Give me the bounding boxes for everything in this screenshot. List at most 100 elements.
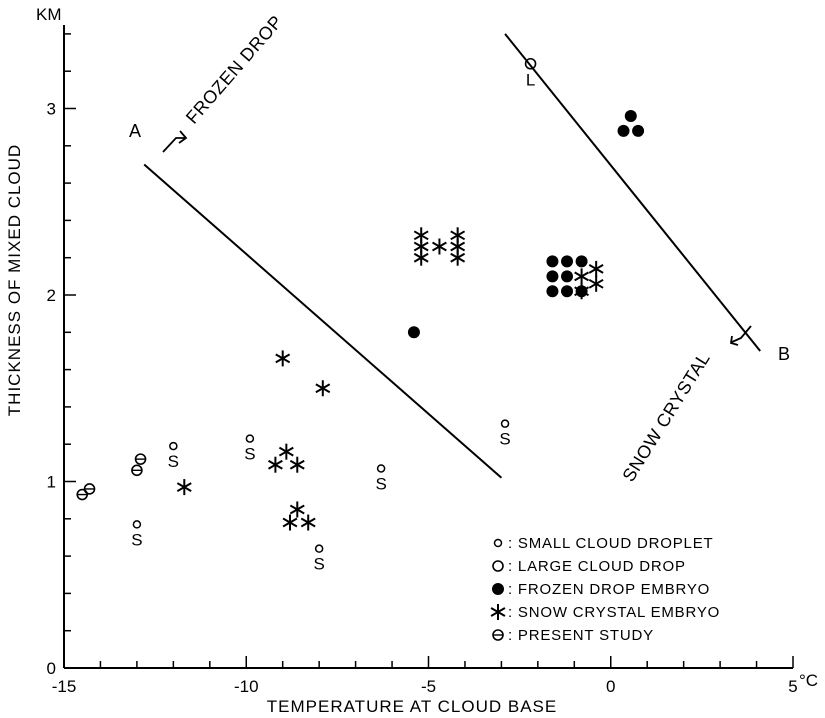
legend-marker-small bbox=[493, 538, 503, 548]
small-point: S bbox=[313, 544, 325, 574]
frozen-point bbox=[624, 109, 637, 122]
small-point: S bbox=[168, 441, 179, 471]
snow-point bbox=[588, 260, 604, 277]
frozen-point bbox=[632, 124, 645, 137]
legend-label-snow: : SNOW CRYSTAL EMBRYO bbox=[508, 604, 720, 621]
x-tick-label: 0 bbox=[606, 677, 615, 696]
series-letter: S bbox=[375, 474, 386, 493]
series-letter: S bbox=[244, 445, 255, 464]
snow-crystal-arrow bbox=[731, 325, 752, 343]
circle-marker bbox=[492, 560, 504, 572]
asterisk-stroke bbox=[450, 241, 466, 252]
asterisk-stroke bbox=[278, 446, 294, 457]
filled-circle-marker bbox=[617, 124, 630, 137]
series-letter: S bbox=[499, 430, 510, 449]
asterisk-stroke bbox=[413, 230, 429, 241]
line-a-label: A bbox=[129, 121, 142, 141]
series-letter: L bbox=[526, 71, 535, 90]
line-b-annotation: SNOW CRYSTAL bbox=[618, 349, 714, 485]
snow-point bbox=[450, 249, 466, 266]
series-letter: S bbox=[313, 555, 324, 574]
snow-crystal-arrow-head bbox=[729, 335, 739, 346]
line-a-annotation: FROZEN DROP bbox=[182, 11, 287, 127]
present-point bbox=[134, 453, 147, 465]
filled-circle-marker bbox=[624, 109, 637, 122]
asterisk-stroke bbox=[282, 517, 298, 528]
x-tick-label: -10 bbox=[234, 677, 259, 696]
large-point: L bbox=[524, 57, 537, 90]
small-point: S bbox=[131, 520, 143, 549]
line-b-label: B bbox=[778, 344, 791, 364]
small-circle-marker bbox=[314, 544, 324, 553]
filled-circle-marker bbox=[546, 270, 559, 283]
snow-point bbox=[176, 479, 192, 496]
frozen-point bbox=[407, 326, 420, 339]
legend-marker-present bbox=[492, 629, 504, 641]
snow-point bbox=[315, 380, 331, 397]
asterisk-stroke bbox=[315, 383, 331, 394]
data-points: S S S S S S L bbox=[76, 57, 645, 574]
asterisk-stroke bbox=[432, 241, 447, 252]
present-point bbox=[131, 464, 143, 477]
x-tick-label: -15 bbox=[52, 677, 77, 696]
legend-marker-frozen bbox=[492, 583, 504, 595]
asterisk-stroke bbox=[413, 241, 429, 252]
asterisk-stroke bbox=[490, 607, 506, 617]
snow-point bbox=[588, 275, 604, 292]
filled-circle-marker bbox=[561, 285, 574, 298]
y-axis-title: THICKNESS OF MIXED CLOUD bbox=[5, 144, 24, 416]
small-circle-marker bbox=[493, 538, 503, 548]
small-circle-marker bbox=[245, 434, 255, 443]
axis-ticks: -15 -10 -5 0 5 0 1 2 3 bbox=[47, 33, 798, 696]
small-point: S bbox=[499, 419, 511, 449]
small-point: S bbox=[244, 434, 256, 464]
asterisk-stroke bbox=[300, 517, 316, 528]
y-tick-label: 1 bbox=[47, 473, 56, 492]
frozen-point bbox=[561, 255, 574, 268]
small-point: S bbox=[375, 464, 387, 493]
legend-label-small: : SMALL CLOUD DROPLET bbox=[508, 535, 713, 552]
asterisk-stroke bbox=[267, 459, 283, 470]
x-tick-label: -5 bbox=[421, 677, 436, 696]
filled-circle-marker bbox=[546, 255, 559, 268]
filled-circle-marker bbox=[561, 270, 574, 283]
filled-circle-marker bbox=[492, 583, 504, 595]
legend-label-frozen: : FROZEN DROP EMBRYO bbox=[508, 581, 710, 598]
frozen-drop-arrow-head bbox=[178, 130, 188, 144]
asterisk-stroke bbox=[413, 252, 429, 263]
frozen-point bbox=[617, 124, 630, 137]
filled-circle-marker bbox=[632, 124, 645, 137]
asterisk-stroke bbox=[588, 278, 604, 289]
frozen-point bbox=[561, 270, 574, 283]
frozen-drop-arrow bbox=[162, 137, 185, 153]
asterisk-stroke bbox=[275, 353, 291, 364]
snow-point bbox=[289, 501, 305, 518]
snow-point bbox=[574, 268, 590, 285]
frozen-point bbox=[546, 255, 559, 268]
boundary-lines bbox=[143, 33, 761, 479]
y-tick-label: 3 bbox=[47, 100, 56, 119]
asterisk-stroke bbox=[176, 482, 192, 492]
snow-point bbox=[267, 456, 283, 473]
snow-point bbox=[574, 283, 590, 300]
asterisk-stroke bbox=[574, 286, 590, 297]
circle-marker bbox=[524, 57, 537, 70]
y-tick-label: 2 bbox=[47, 286, 56, 305]
small-circle-marker bbox=[169, 441, 178, 451]
frozen-point bbox=[561, 285, 574, 298]
boundary-line-a bbox=[143, 163, 503, 479]
y-unit-label: KM bbox=[36, 5, 62, 24]
snow-point bbox=[300, 514, 316, 531]
snow-point bbox=[413, 249, 429, 266]
small-circle-marker bbox=[500, 419, 510, 428]
legend-marker-snow bbox=[490, 604, 506, 620]
asterisk-stroke bbox=[289, 504, 305, 515]
present-point bbox=[83, 483, 96, 495]
x-unit-label: °C bbox=[799, 671, 818, 690]
snow-point bbox=[278, 443, 294, 460]
small-circle-marker bbox=[376, 464, 386, 473]
asterisk-stroke bbox=[574, 271, 590, 282]
small-circle-marker bbox=[132, 520, 142, 529]
frozen-point bbox=[546, 270, 559, 283]
